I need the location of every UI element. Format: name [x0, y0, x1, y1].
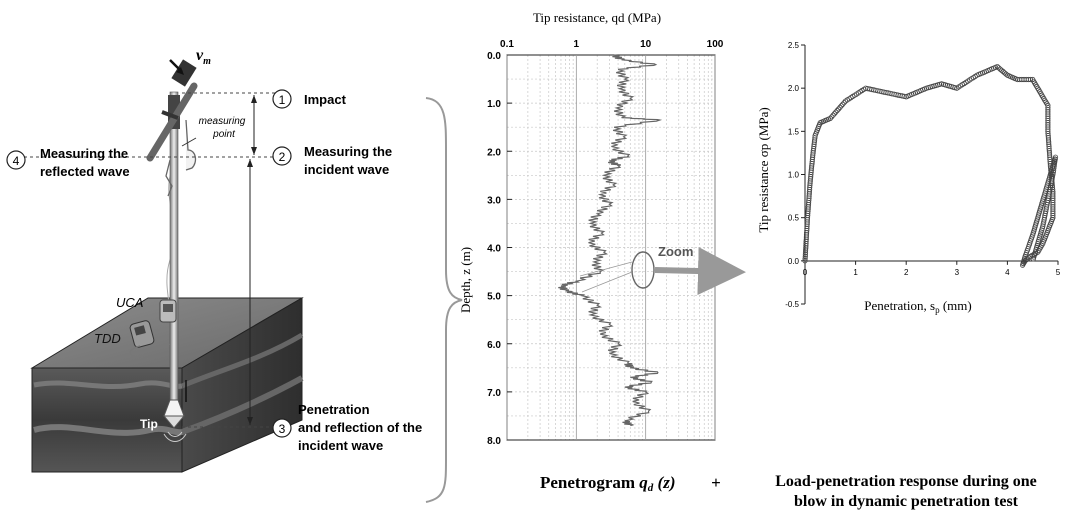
zoom-ellipse: [631, 251, 655, 289]
zoom-label: Zoom: [658, 244, 693, 259]
lp-x-tick-label: 5: [1056, 268, 1061, 277]
penetrogram-y-tick-label: 0.0: [487, 51, 501, 62]
step-1: 1 Impact: [272, 89, 347, 109]
svg-text:incident wave: incident wave: [304, 162, 389, 177]
lp-y-tick-label: 0.5: [788, 214, 800, 223]
penetrogram-y-tick-label: 8.0: [487, 436, 501, 447]
svg-text:3: 3: [279, 422, 286, 436]
lp-x-tick-label: 3: [955, 268, 960, 277]
zoom-leader-2: [579, 261, 633, 277]
lp-y-tick-label: 1.5: [788, 127, 800, 136]
load-penetration-chart: Tip resistance σp (MPa) -0.5 0.0 0.5 1.0 1.5…: [756, 41, 1061, 315]
zoom-leader-1: [581, 271, 633, 293]
lp-series-points: [802, 64, 1059, 268]
lp-x-tick-label: 0: [803, 268, 808, 277]
lp-data-point: [901, 93, 907, 100]
tip-label: Tip: [140, 417, 158, 431]
measuring-point-callout: measuring point: [181, 115, 250, 147]
svg-text:Measuring the: Measuring the: [40, 146, 128, 161]
svg-text:incident wave: incident wave: [298, 438, 383, 453]
step-4: 4 Measuring the reflected wave: [6, 146, 130, 179]
penetrogram-y-tick-label: 7.0: [487, 388, 501, 399]
load-penetration-caption-line1: Load-penetration response during one: [775, 473, 1037, 490]
lp-x-ticks: 0 1 2 3 4 5: [803, 260, 1061, 277]
penetrometer-rod: [169, 91, 179, 423]
lp-data-point: [834, 107, 840, 114]
uca-label: UCA: [116, 295, 143, 310]
lp-y-tick-label: 1.0: [788, 171, 800, 180]
lp-data-point: [841, 100, 847, 106]
svg-text:reflected wave: reflected wave: [40, 164, 130, 179]
penetrogram-y-ticks: 0.0 1.0 2.0 3.0 4.0 5.0 6.0 7.0 8.0: [487, 51, 512, 447]
velocity-label: vm: [196, 47, 211, 67]
lp-x-tick-label: 2: [904, 268, 909, 277]
svg-text:4: 4: [13, 154, 20, 168]
svg-text:measuring: measuring: [199, 116, 246, 127]
lp-y-tick-label: 0.0: [788, 257, 800, 266]
penetrogram-x-tick-label: 1: [574, 39, 580, 50]
soil-block: [30, 297, 304, 473]
svg-text:Measuring the: Measuring the: [304, 144, 392, 159]
lp-y-axis-title: Tip resistance σp (MPa): [756, 107, 771, 232]
tdd-unit: [129, 320, 155, 359]
penetrogram-y-tick-label: 6.0: [487, 340, 501, 351]
penetrogram-y-tick-label: 1.0: [487, 99, 501, 110]
svg-text:and reflection of the: and reflection of the: [298, 420, 422, 435]
svg-text:1: 1: [279, 93, 286, 107]
lp-data-point: [829, 114, 835, 120]
step-3: 3 Penetration and reflection of the inci…: [272, 402, 422, 453]
uca-unit: [159, 299, 177, 323]
reflected-wave-trace: [165, 159, 173, 197]
penetrogram-x-ticks: 0.1 1 10 100: [500, 39, 724, 440]
tdd-label: TDD: [94, 331, 121, 346]
lp-data-point: [833, 109, 839, 115]
penetrogram-x-tick-label: 100: [707, 39, 724, 50]
penetrometer-schematic: vm measuring point UCA TDD: [6, 47, 422, 473]
penetrogram-x-axis-title: Tip resistance, qd (MPa): [533, 10, 661, 25]
penetrogram-chart: Tip resistance, qd (MPa) Depth, z (m) 0.…: [458, 10, 746, 447]
lp-data-point: [827, 115, 833, 122]
penetrogram-x-tick-label: 10: [640, 39, 652, 50]
svg-text:2: 2: [279, 150, 286, 164]
svg-text:point: point: [212, 129, 236, 140]
penetrogram-y-tick-label: 4.0: [487, 244, 501, 255]
lp-y-tick-label: 2.5: [788, 41, 800, 50]
penetrogram-y-tick-label: 5.0: [487, 292, 501, 303]
hammer: [146, 59, 198, 162]
lp-data-point: [1030, 256, 1036, 262]
penetrogram-y-tick-label: 2.0: [487, 147, 501, 158]
lp-data-point: [831, 111, 838, 117]
lp-x-axis-title: Penetration, sp (mm): [864, 298, 971, 315]
penetrogram-series-line: [558, 54, 663, 427]
step-2: 2 Measuring the incident wave: [272, 144, 392, 177]
penetrometer-tip: [162, 380, 187, 442]
lp-y-tick-label: 2.0: [788, 84, 800, 93]
plus-sign: +: [711, 473, 721, 492]
zoom-arrow: [654, 247, 746, 296]
lp-data-point: [835, 106, 842, 112]
svg-text:Penetration: Penetration: [298, 402, 370, 417]
lp-data-point: [838, 103, 844, 109]
lp-y-tick-label: -0.5: [785, 300, 799, 309]
lp-x-tick-label: 1: [853, 268, 858, 277]
penetrogram-caption: Penetrogram qd (z): [540, 473, 676, 494]
lp-y-ticks: -0.5 0.0 0.5 1.0 1.5 2.0 2.5: [785, 41, 805, 309]
lp-data-point: [837, 104, 843, 111]
lp-data-point: [830, 112, 836, 118]
penetrogram-y-axis-title: Depth, z (m): [458, 247, 473, 313]
lp-data-point: [840, 101, 846, 107]
penetrogram-y-tick-label: 3.0: [487, 195, 501, 206]
lp-x-tick-label: 4: [1005, 268, 1010, 277]
penetrogram-x-tick-label: 0.1: [500, 39, 514, 50]
grouping-brace: [425, 97, 463, 503]
svg-text:Impact: Impact: [304, 92, 347, 107]
load-penetration-caption-line2: blow in dynamic penetration test: [794, 493, 1019, 510]
